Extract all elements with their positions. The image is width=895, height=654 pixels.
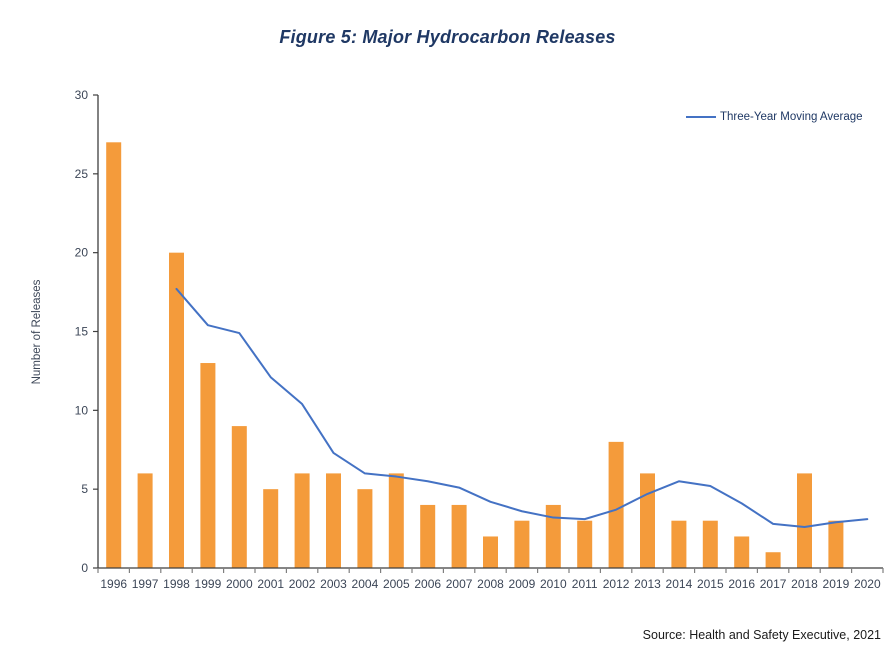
bar-2019 (828, 520, 844, 568)
figure-title: Figure 5: Major Hydrocarbon Releases (279, 27, 616, 47)
bar-2012 (608, 441, 624, 568)
moving-average-line (175, 287, 869, 529)
bar-2002 (294, 473, 310, 568)
bar-2005 (388, 473, 404, 568)
moving-average-line-icon (686, 116, 716, 118)
x-tick-label-2009: 2009 (509, 577, 536, 591)
x-tick-label-2008: 2008 (477, 577, 504, 591)
y-tick-label-15: 15 (75, 325, 89, 339)
bar-2018 (797, 473, 812, 568)
bar-2008 (483, 536, 498, 568)
bar-2013 (640, 473, 655, 568)
x-tick-label-2006: 2006 (414, 577, 441, 591)
bar-1999 (200, 363, 216, 568)
bar-1996 (106, 142, 122, 569)
x-tick-label-2019: 2019 (823, 577, 850, 591)
x-tick-label-2002: 2002 (289, 577, 316, 591)
x-tick-label-2004: 2004 (352, 577, 379, 591)
x-tick-label-2000: 2000 (226, 577, 253, 591)
y-tick-label-5: 5 (81, 482, 88, 496)
bar-2003 (326, 473, 341, 568)
x-tick-label-2012: 2012 (603, 577, 630, 591)
bar-2017 (765, 552, 781, 568)
bar-2016 (734, 536, 750, 568)
bar-2006 (420, 504, 436, 568)
bar-2014 (671, 520, 687, 568)
x-tick-label-2015: 2015 (697, 577, 724, 591)
bar-1998 (169, 252, 184, 568)
legend: Three-Year Moving Average (686, 111, 863, 123)
bar-2009 (514, 520, 530, 568)
x-tick-label-1997: 1997 (132, 577, 159, 591)
x-tick-label-2011: 2011 (572, 577, 598, 591)
bar-1997 (137, 473, 153, 568)
bar-2001 (263, 489, 279, 568)
source-credit: Source: Health and Safety Executive, 202… (642, 628, 881, 642)
x-tick-label-1996: 1996 (100, 577, 127, 591)
bar-2004 (357, 489, 373, 568)
x-tick-label-2013: 2013 (634, 577, 661, 591)
y-tick-label-20: 20 (75, 246, 89, 260)
bar-2015 (702, 520, 718, 568)
x-tick-label-2020: 2020 (854, 577, 881, 591)
y-tick-label-10: 10 (75, 403, 89, 417)
bar-2010 (545, 504, 561, 568)
y-axis-title: Number of Releases (31, 279, 43, 385)
x-tick-label-2003: 2003 (320, 577, 347, 591)
y-tick-label-25: 25 (75, 167, 89, 181)
x-tick-label-2017: 2017 (760, 577, 787, 591)
x-tick-label-2001: 2001 (257, 577, 284, 591)
x-tick-label-1999: 1999 (195, 577, 222, 591)
x-tick-label-2018: 2018 (791, 577, 818, 591)
x-tick-label-1998: 1998 (163, 577, 190, 591)
y-tick-label-0: 0 (81, 561, 88, 575)
x-tick-label-2010: 2010 (540, 577, 567, 591)
bar-2007 (451, 504, 467, 568)
x-tick-label-2005: 2005 (383, 577, 410, 591)
y-tick-label-30: 30 (75, 88, 89, 102)
bar-2000 (231, 426, 247, 568)
x-tick-label-2014: 2014 (666, 577, 693, 591)
x-tick-label-2016: 2016 (728, 577, 755, 591)
bar-2011 (577, 520, 593, 568)
x-tick-label-2007: 2007 (446, 577, 473, 591)
legend-label: Three-Year Moving Average (720, 111, 863, 123)
